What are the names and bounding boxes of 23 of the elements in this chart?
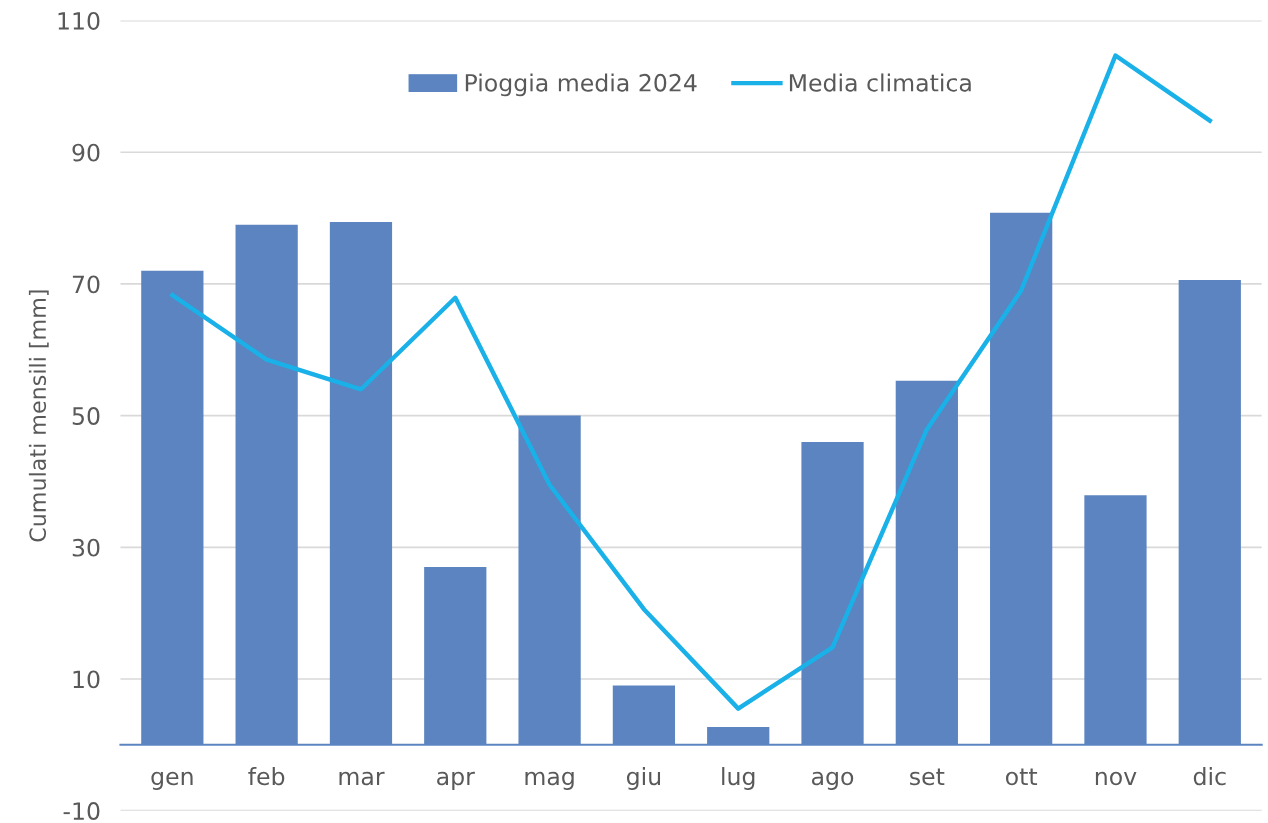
x-tick-label: lug: [722, 767, 755, 790]
y-tick-label: 10: [73, 670, 100, 689]
x-tick-label: apr: [437, 771, 475, 790]
x-tick-label: gen: [151, 771, 193, 790]
legend-label: Pioggia media 2024: [465, 73, 697, 97]
x-tick-label: dic: [1193, 767, 1226, 786]
line-series: [170, 53, 1213, 711]
y-tick-label: 90: [72, 143, 100, 162]
legend-label: Media climatica: [789, 73, 971, 92]
y-tick-label: 110: [58, 12, 100, 30]
x-tick-label: feb: [248, 767, 285, 786]
y-tick-label: 70: [72, 275, 100, 294]
x-tick-label: ott: [1005, 768, 1038, 786]
x-tick-label: mag: [525, 771, 574, 790]
x-tick-label: giu: [626, 767, 661, 790]
y-tick-label: 30: [72, 538, 100, 557]
y-axis-title: Cumulati mensili [mm]: [28, 290, 49, 542]
x-tick-label: ago: [811, 771, 854, 790]
y-tick-label: 50: [72, 407, 100, 425]
y-tick-label: -10: [63, 802, 100, 820]
x-tick-label: set: [910, 768, 945, 786]
x-tick-label: mar: [339, 771, 385, 786]
x-tick-label: nov: [1095, 771, 1137, 786]
